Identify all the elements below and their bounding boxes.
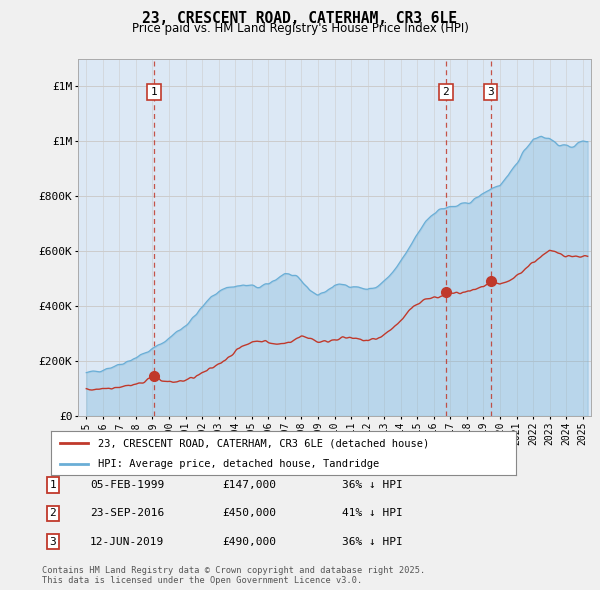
Text: 23, CRESCENT ROAD, CATERHAM, CR3 6LE: 23, CRESCENT ROAD, CATERHAM, CR3 6LE — [143, 11, 458, 25]
Text: HPI: Average price, detached house, Tandridge: HPI: Average price, detached house, Tand… — [97, 459, 379, 469]
Text: 41% ↓ HPI: 41% ↓ HPI — [342, 509, 403, 518]
Text: 12-JUN-2019: 12-JUN-2019 — [90, 537, 164, 546]
Text: 05-FEB-1999: 05-FEB-1999 — [90, 480, 164, 490]
Text: 1: 1 — [151, 87, 157, 97]
Text: Contains HM Land Registry data © Crown copyright and database right 2025.
This d: Contains HM Land Registry data © Crown c… — [42, 566, 425, 585]
Text: £450,000: £450,000 — [222, 509, 276, 518]
Text: 3: 3 — [487, 87, 494, 97]
Text: £490,000: £490,000 — [222, 537, 276, 546]
Text: 2: 2 — [442, 87, 449, 97]
Text: 2: 2 — [49, 509, 56, 518]
Text: Price paid vs. HM Land Registry's House Price Index (HPI): Price paid vs. HM Land Registry's House … — [131, 22, 469, 35]
Text: £147,000: £147,000 — [222, 480, 276, 490]
Text: 23, CRESCENT ROAD, CATERHAM, CR3 6LE (detached house): 23, CRESCENT ROAD, CATERHAM, CR3 6LE (de… — [97, 438, 429, 448]
Text: 36% ↓ HPI: 36% ↓ HPI — [342, 480, 403, 490]
Text: 36% ↓ HPI: 36% ↓ HPI — [342, 537, 403, 546]
Text: 3: 3 — [49, 537, 56, 546]
Text: 1: 1 — [49, 480, 56, 490]
Text: 23-SEP-2016: 23-SEP-2016 — [90, 509, 164, 518]
